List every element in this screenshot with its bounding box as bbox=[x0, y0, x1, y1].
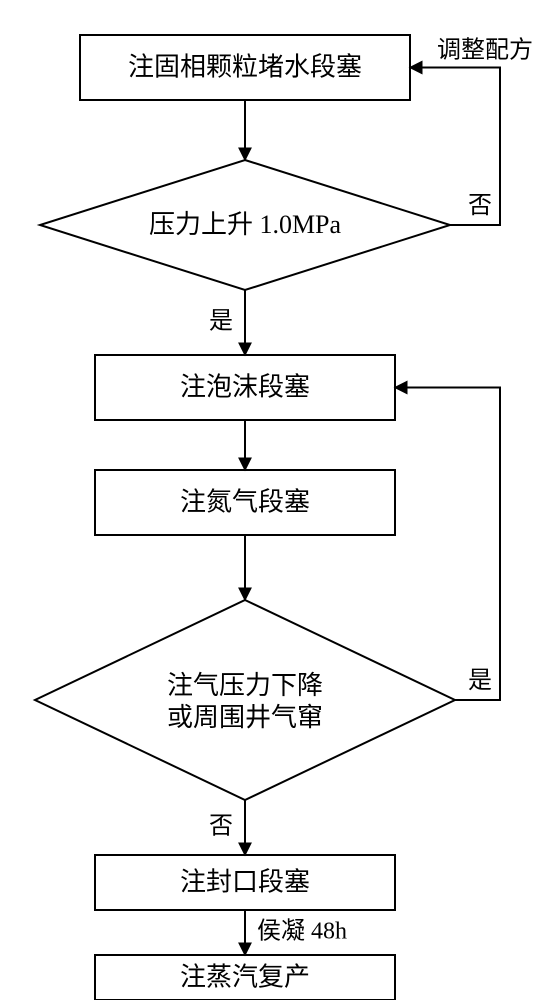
flow-node-label-n3: 注氮气段塞 bbox=[180, 487, 310, 516]
flow-node-label-n2: 注泡沫段塞 bbox=[180, 372, 310, 401]
flow-edge-label: 侯凝 48h bbox=[257, 918, 347, 945]
flow-node-label-n4: 注封口段塞 bbox=[180, 867, 310, 896]
flowchart-canvas: 注固相颗粒堵水段塞压力上升 1.0MPa 注泡沫段塞注氮气段塞注气压力下降或周围井… bbox=[0, 0, 559, 1000]
flow-edge-label: 否 bbox=[209, 814, 233, 840]
flow-decision-label-d1: 压力上升 1.0MPa bbox=[149, 210, 342, 239]
edge-label-adjust: 调整配方 bbox=[437, 37, 533, 64]
flow-edge-label: 是 bbox=[209, 309, 233, 335]
edge-label-no-1: 否 bbox=[468, 193, 492, 219]
flow-decision-label1-d2: 注气压力下降 bbox=[167, 671, 323, 700]
edge-label-yes-2: 是 bbox=[468, 668, 492, 694]
flow-node-label-n1: 注固相颗粒堵水段塞 bbox=[128, 52, 362, 81]
flow-edge bbox=[395, 388, 500, 701]
flow-decision-d2 bbox=[35, 600, 455, 800]
flow-decision-label2-d2: 或周围井气窜 bbox=[167, 703, 323, 732]
flow-node-label-n5: 注蒸汽复产 bbox=[180, 962, 310, 991]
